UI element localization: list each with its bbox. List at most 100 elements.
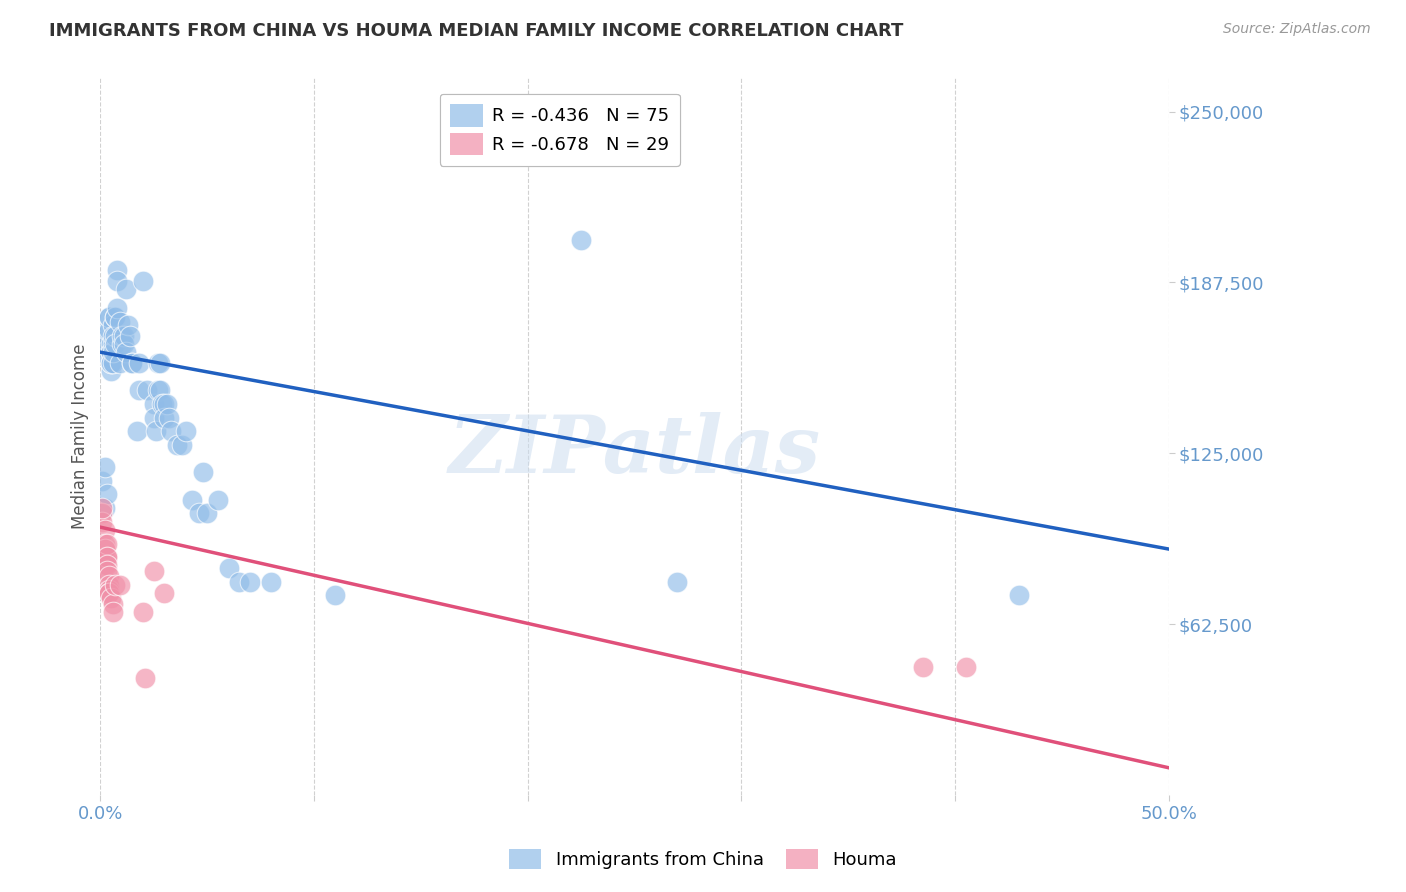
- Point: [101, 328, 124, 343]
- Point: [170, 438, 193, 452]
- Point: [91, 507, 114, 521]
- Point: [101, 605, 124, 619]
- Point: [132, 605, 155, 619]
- Point: [97, 310, 120, 324]
- Point: [91, 515, 114, 529]
- Point: [107, 263, 129, 277]
- Point: [325, 589, 347, 603]
- Point: [150, 397, 173, 411]
- Point: [569, 233, 592, 247]
- Point: [96, 323, 118, 337]
- Point: [128, 356, 150, 370]
- Point: [104, 337, 127, 351]
- Point: [115, 282, 138, 296]
- Point: [117, 318, 139, 332]
- Point: [115, 345, 138, 359]
- Point: [96, 550, 118, 565]
- Point: [96, 550, 118, 565]
- Text: ZIPatlas: ZIPatlas: [449, 412, 821, 490]
- Point: [96, 564, 118, 578]
- Point: [187, 507, 209, 521]
- Point: [239, 574, 262, 589]
- Point: [97, 569, 120, 583]
- Point: [100, 356, 122, 370]
- Point: [146, 356, 169, 370]
- Point: [100, 345, 122, 359]
- Point: [181, 492, 204, 507]
- Point: [136, 384, 159, 398]
- Point: [128, 384, 150, 398]
- Point: [93, 501, 115, 516]
- Point: [157, 410, 180, 425]
- Point: [101, 597, 124, 611]
- Point: [112, 328, 135, 343]
- Point: [149, 356, 172, 370]
- Point: [107, 274, 129, 288]
- Point: [97, 586, 120, 600]
- Point: [153, 586, 176, 600]
- Point: [153, 410, 176, 425]
- Point: [142, 397, 165, 411]
- Point: [166, 438, 188, 452]
- Point: [142, 564, 165, 578]
- Point: [146, 384, 169, 398]
- Point: [121, 356, 143, 370]
- Point: [93, 523, 115, 537]
- Point: [160, 425, 183, 439]
- Text: Source: ZipAtlas.com: Source: ZipAtlas.com: [1223, 22, 1371, 37]
- Point: [121, 356, 143, 370]
- Point: [132, 274, 155, 288]
- Point: [153, 397, 176, 411]
- Point: [174, 425, 197, 439]
- Point: [91, 474, 114, 488]
- Point: [108, 577, 131, 591]
- Point: [112, 337, 135, 351]
- Point: [93, 541, 115, 556]
- Point: [111, 337, 134, 351]
- Point: [97, 577, 120, 591]
- Point: [120, 328, 142, 343]
- Point: [97, 323, 120, 337]
- Point: [1008, 589, 1031, 603]
- Point: [100, 337, 122, 351]
- Point: [108, 356, 131, 370]
- Point: [955, 659, 977, 673]
- Point: [155, 397, 177, 411]
- Point: [101, 356, 124, 370]
- Point: [93, 558, 115, 573]
- Point: [537, 145, 560, 160]
- Point: [97, 586, 120, 600]
- Point: [100, 364, 122, 378]
- Point: [93, 550, 115, 565]
- Point: [96, 487, 118, 501]
- Point: [228, 574, 250, 589]
- Point: [93, 536, 115, 550]
- Point: [104, 310, 127, 324]
- Point: [666, 574, 689, 589]
- Point: [93, 460, 115, 475]
- Point: [97, 310, 120, 324]
- Point: [145, 425, 167, 439]
- Point: [104, 310, 127, 324]
- Point: [100, 591, 122, 606]
- Point: [97, 582, 120, 597]
- Point: [191, 466, 214, 480]
- Point: [195, 507, 218, 521]
- Point: [96, 558, 118, 573]
- Point: [911, 659, 934, 673]
- Point: [260, 574, 283, 589]
- Point: [104, 328, 127, 343]
- Point: [100, 351, 122, 365]
- Point: [111, 328, 134, 343]
- Point: [142, 410, 165, 425]
- Y-axis label: Median Family Income: Median Family Income: [72, 343, 89, 529]
- Point: [125, 425, 148, 439]
- Point: [96, 536, 118, 550]
- Point: [100, 345, 122, 359]
- Point: [218, 561, 240, 575]
- Point: [100, 356, 122, 370]
- Point: [149, 384, 172, 398]
- Point: [101, 337, 124, 351]
- Point: [97, 351, 120, 365]
- Legend: R = -0.436   N = 75, R = -0.678   N = 29: R = -0.436 N = 75, R = -0.678 N = 29: [440, 94, 681, 166]
